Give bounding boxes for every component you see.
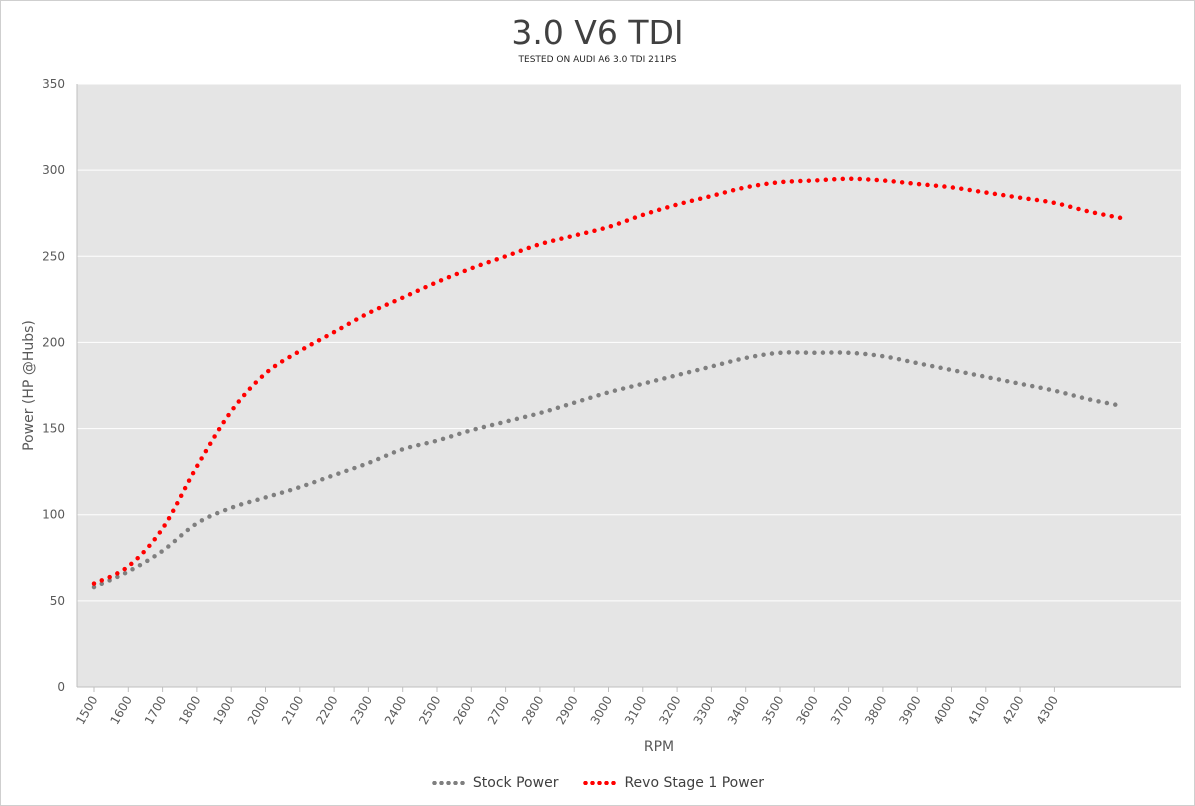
y-tick-label: 150 xyxy=(42,422,65,436)
y-tick-label: 250 xyxy=(42,249,65,263)
x-tick-label: 3100 xyxy=(622,694,649,727)
plot-background xyxy=(77,84,1181,687)
x-tick-label: 3700 xyxy=(828,694,855,727)
x-tick-label: 2900 xyxy=(553,694,580,727)
x-tick-label: 4200 xyxy=(999,694,1026,727)
x-tick-label: 1800 xyxy=(176,694,203,727)
y-axis-ticks: 0 50 100 150 200 250 300 350 xyxy=(42,77,65,694)
x-tick-label: 1500 xyxy=(73,694,100,727)
x-axis-ticks: 1500 1600 1700 1800 1900 2000 2100 2200 2300 2400… xyxy=(73,687,1061,727)
x-axis-title: RPM xyxy=(644,739,674,755)
x-tick-label: 4000 xyxy=(931,694,958,727)
y-tick-label: 50 xyxy=(50,594,65,608)
x-tick-label: 3600 xyxy=(794,694,821,727)
x-tick-label: 3500 xyxy=(759,694,786,727)
x-tick-label: 3300 xyxy=(691,694,718,727)
series-line-revo xyxy=(91,176,1126,586)
y-tick-label: 300 xyxy=(42,163,65,177)
x-tick-label: 4300 xyxy=(1034,694,1061,727)
x-tick-label: 3000 xyxy=(588,694,615,727)
x-tick-label: 2600 xyxy=(451,694,478,727)
x-tick-label: 2800 xyxy=(519,694,546,727)
x-tick-label: 2100 xyxy=(279,694,306,727)
x-tick-label: 2200 xyxy=(313,694,340,727)
legend-item-revo: Revo Stage 1 Power xyxy=(582,775,764,791)
series-layer xyxy=(91,176,1126,590)
x-tick-label: 2700 xyxy=(485,694,512,727)
legend-swatch-stock xyxy=(430,781,467,785)
legend-label-stock: Stock Power xyxy=(472,775,559,791)
x-tick-label: 1700 xyxy=(142,694,169,727)
x-tick-label: 4100 xyxy=(965,694,992,727)
chart-title: 3.0 V6 TDI xyxy=(511,13,684,52)
x-tick-label: 2500 xyxy=(416,694,443,727)
plot-svg: 0 50 100 150 200 250 300 350 1500 1600 1700 1800 19… xyxy=(21,77,1181,755)
legend: Stock Power Revo Stage 1 Power xyxy=(1,775,1194,791)
x-tick-label: 3200 xyxy=(656,694,683,727)
gridlines xyxy=(76,83,1181,688)
plot-area xyxy=(77,84,1181,687)
legend-swatch-revo xyxy=(582,781,619,785)
x-tick-label: 3800 xyxy=(862,694,889,727)
x-tick-label: 3400 xyxy=(725,694,752,727)
y-tick-label: 200 xyxy=(42,335,65,349)
x-tick-label: 2400 xyxy=(382,694,409,727)
x-tick-label: 2000 xyxy=(245,694,272,727)
legend-item-stock: Stock Power xyxy=(430,775,559,791)
y-tick-label: 100 xyxy=(42,508,65,522)
legend-label-revo: Revo Stage 1 Power xyxy=(624,775,765,791)
y-tick-label: 350 xyxy=(42,77,65,91)
y-axis-title: Power (HP @Hubs) xyxy=(21,320,37,451)
y-tick-label: 0 xyxy=(57,680,65,694)
chart-subtitle: TESTED ON AUDI A6 3.0 TDI 211PS xyxy=(518,55,677,65)
x-tick-label: 3900 xyxy=(896,694,923,727)
x-tick-label: 1900 xyxy=(210,694,237,727)
x-tick-label: 2300 xyxy=(348,694,375,727)
x-tick-label: 1600 xyxy=(108,694,135,727)
